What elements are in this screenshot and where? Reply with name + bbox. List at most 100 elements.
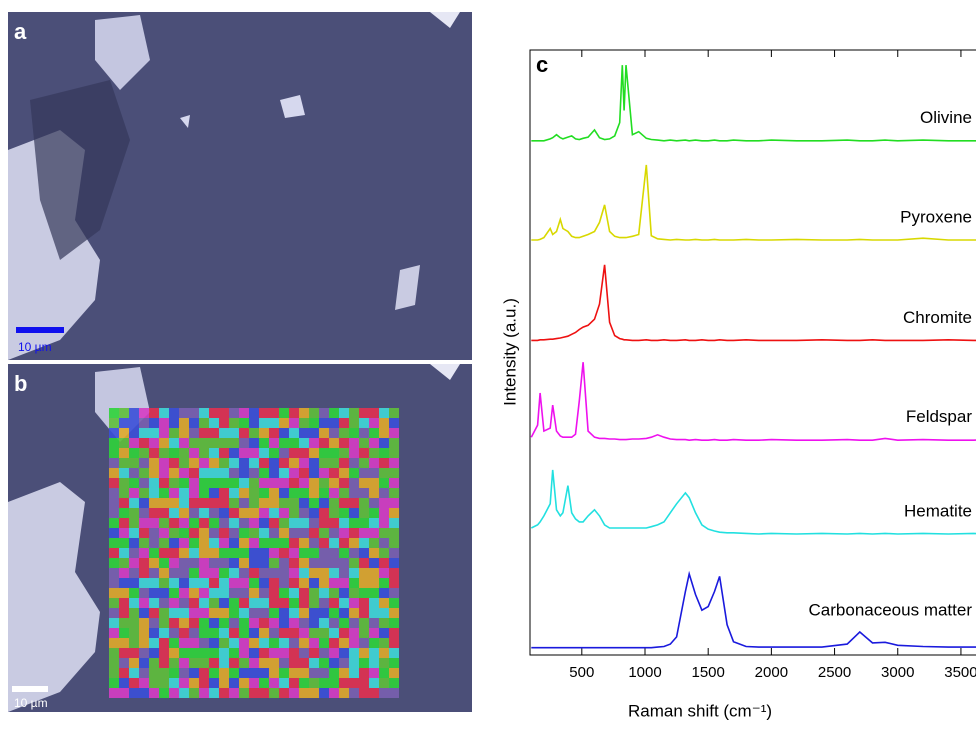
map-cell — [369, 658, 379, 668]
map-cell — [189, 588, 199, 598]
map-cell — [149, 508, 159, 518]
map-cell — [289, 618, 299, 628]
map-cell — [339, 618, 349, 628]
map-cell — [349, 588, 359, 598]
map-cell — [299, 658, 309, 668]
map-cell — [349, 638, 359, 648]
map-cell — [299, 548, 309, 558]
map-cell — [379, 648, 389, 658]
map-cell — [199, 648, 209, 658]
map-cell — [249, 518, 259, 528]
map-cell — [359, 688, 369, 698]
map-cell — [279, 618, 289, 628]
map-cell — [219, 448, 229, 458]
map-cell — [169, 408, 179, 418]
map-cell — [249, 578, 259, 588]
map-cell — [159, 608, 169, 618]
map-cell — [359, 508, 369, 518]
map-cell — [229, 668, 239, 678]
map-cell — [149, 518, 159, 528]
map-cell — [249, 588, 259, 598]
mineral-grain — [430, 364, 460, 380]
map-cell — [279, 548, 289, 558]
map-cell — [359, 598, 369, 608]
map-cell — [289, 668, 299, 678]
map-cell — [149, 578, 159, 588]
map-cell — [319, 408, 329, 418]
map-cell — [259, 408, 269, 418]
spectrum-line — [530, 469, 976, 535]
map-cell — [179, 618, 189, 628]
map-cell — [339, 418, 349, 428]
map-cell — [219, 498, 229, 508]
map-cell — [349, 408, 359, 418]
map-cell — [209, 668, 219, 678]
map-cell — [329, 688, 339, 698]
map-cell — [179, 418, 189, 428]
map-cell — [189, 538, 199, 548]
spectrum-line — [531, 65, 976, 142]
mineral-grain — [8, 482, 100, 712]
map-cell — [189, 628, 199, 638]
map-cell — [189, 438, 199, 448]
map-cell — [389, 548, 399, 558]
map-cell — [339, 658, 349, 668]
map-cell — [109, 528, 119, 538]
map-cell — [139, 588, 149, 598]
map-cell — [219, 518, 229, 528]
map-cell — [179, 628, 189, 638]
map-cell — [209, 508, 219, 518]
map-cell — [359, 498, 369, 508]
map-cell — [309, 428, 319, 438]
map-cell — [289, 608, 299, 618]
map-cell — [149, 478, 159, 488]
map-cell — [369, 438, 379, 448]
map-cell — [309, 588, 319, 598]
map-cell — [259, 478, 269, 488]
map-cell — [179, 608, 189, 618]
map-cell — [109, 538, 119, 548]
map-cell — [279, 518, 289, 528]
map-cell — [229, 678, 239, 688]
map-cell — [109, 438, 119, 448]
map-cell — [159, 428, 169, 438]
map-cell — [129, 558, 139, 568]
map-cell — [389, 508, 399, 518]
map-cell — [129, 428, 139, 438]
map-cell — [339, 688, 349, 698]
map-cell — [129, 568, 139, 578]
map-cell — [199, 658, 209, 668]
map-cell — [269, 588, 279, 598]
map-cell — [359, 568, 369, 578]
map-cell — [259, 638, 269, 648]
map-cell — [219, 468, 229, 478]
map-cell — [129, 438, 139, 448]
map-cell — [119, 678, 129, 688]
map-cell — [159, 688, 169, 698]
map-cell — [349, 608, 359, 618]
map-cell — [289, 478, 299, 488]
map-cell — [319, 648, 329, 658]
map-cell — [199, 638, 209, 648]
map-cell — [319, 438, 329, 448]
map-cell — [339, 468, 349, 478]
map-cell — [329, 638, 339, 648]
map-cell — [189, 468, 199, 478]
map-cell — [119, 588, 129, 598]
map-cell — [149, 448, 159, 458]
map-cell — [239, 648, 249, 658]
map-cell — [389, 488, 399, 498]
map-cell — [129, 648, 139, 658]
series-label: Pyroxene — [900, 207, 972, 226]
map-cell — [389, 458, 399, 468]
map-cell — [109, 678, 119, 688]
map-cell — [249, 498, 259, 508]
plot-frame — [529, 49, 976, 656]
map-cell — [389, 438, 399, 448]
map-cell — [329, 628, 339, 638]
map-cell — [349, 488, 359, 498]
map-cell — [339, 558, 349, 568]
map-cell — [349, 538, 359, 548]
map-cell — [389, 558, 399, 568]
map-cell — [279, 428, 289, 438]
